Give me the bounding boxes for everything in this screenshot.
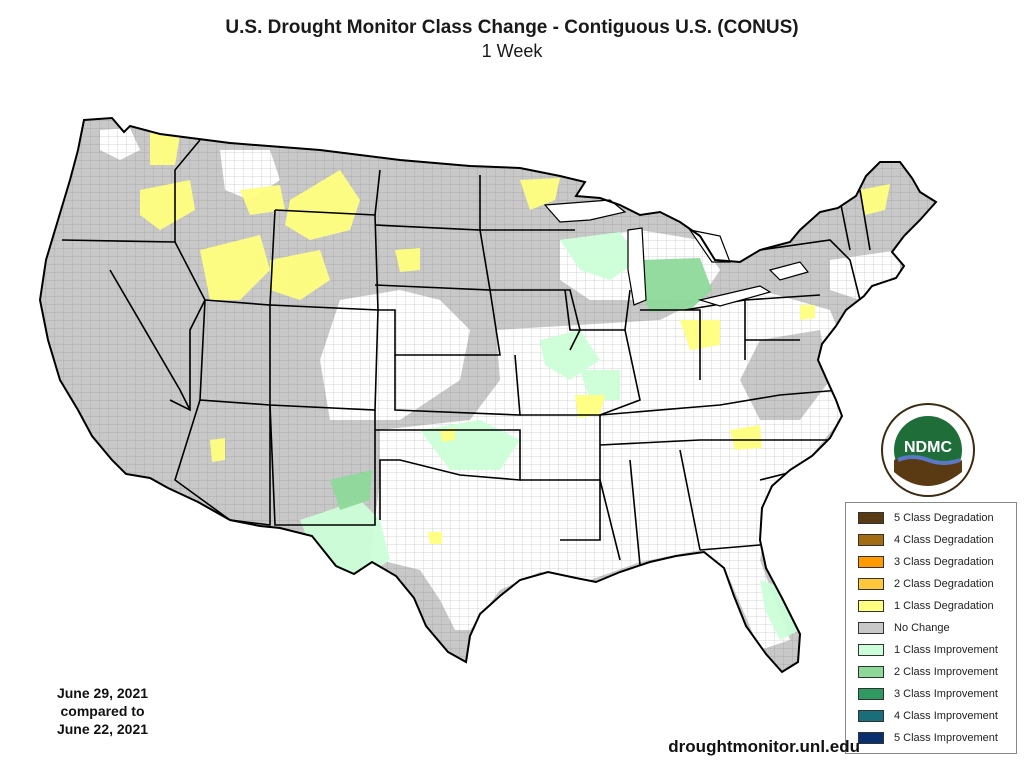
great-lakes (543, 199, 810, 307)
legend-label: 4 Class Improvement (894, 710, 998, 722)
legend-swatch (858, 600, 884, 612)
legend-label: 3 Class Improvement (894, 688, 998, 700)
source-url[interactable]: droughtmonitor.unl.edu (668, 737, 860, 756)
map-title: U.S. Drought Monitor Class Change - Cont… (225, 17, 799, 38)
state-boundaries (61, 139, 871, 566)
legend-swatch (858, 578, 884, 590)
legend-swatch (858, 644, 884, 656)
date-previous: June 22, 2021 (56, 721, 149, 737)
legend-swatch (858, 556, 884, 568)
legend-label: 4 Class Degradation (894, 534, 994, 546)
date-compared-to: compared to (60, 703, 145, 719)
legend-label: 5 Class Improvement (894, 732, 998, 744)
legend-swatch (858, 666, 884, 678)
ndmc-logo: NDMC (881, 403, 975, 497)
legend: 5 Class Degradation 4 Class Degradation 3 … (845, 502, 1017, 754)
legend-label: 2 Class Degradation (894, 578, 994, 590)
legend-label: 3 Class Degradation (894, 556, 994, 568)
map-subtitle: 1 Week (481, 41, 543, 61)
legend-swatch (858, 688, 884, 700)
legend-item: 1 Class Improvement (858, 643, 998, 657)
legend-label: No Change (894, 622, 950, 634)
legend-item: 5 Class Degradation (858, 511, 994, 525)
legend-item: 2 Class Improvement (858, 665, 998, 679)
legend-swatch (858, 732, 884, 744)
legend-item: 2 Class Degradation (858, 577, 994, 591)
legend-swatch (858, 512, 884, 524)
legend-swatch (858, 622, 884, 634)
legend-swatch (858, 534, 884, 546)
legend-item: 5 Class Improvement (858, 731, 998, 745)
legend-label: 5 Class Degradation (894, 512, 994, 524)
legend-item: No Change (858, 621, 950, 635)
date-comparison: June 29, 2021 compared to June 22, 2021 (30, 684, 175, 738)
legend-label: 2 Class Improvement (894, 666, 998, 678)
legend-label: 1 Class Improvement (894, 644, 998, 656)
legend-item: 4 Class Improvement (858, 709, 998, 723)
legend-swatch (858, 710, 884, 722)
legend-item: 3 Class Degradation (858, 555, 994, 569)
legend-item: 4 Class Degradation (858, 533, 994, 547)
legend-item: 3 Class Improvement (858, 687, 998, 701)
map-base (40, 118, 936, 672)
date-current: June 29, 2021 (56, 685, 149, 701)
legend-item: 1 Class Degradation (858, 599, 994, 613)
legend-label: 1 Class Degradation (894, 600, 994, 612)
logo-center-text: NDMC (904, 439, 952, 456)
